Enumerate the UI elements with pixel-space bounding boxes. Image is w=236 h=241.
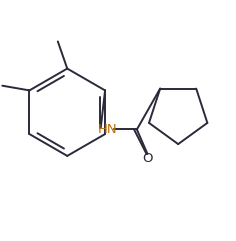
Text: O: O xyxy=(142,152,153,165)
Text: HN: HN xyxy=(97,123,117,136)
